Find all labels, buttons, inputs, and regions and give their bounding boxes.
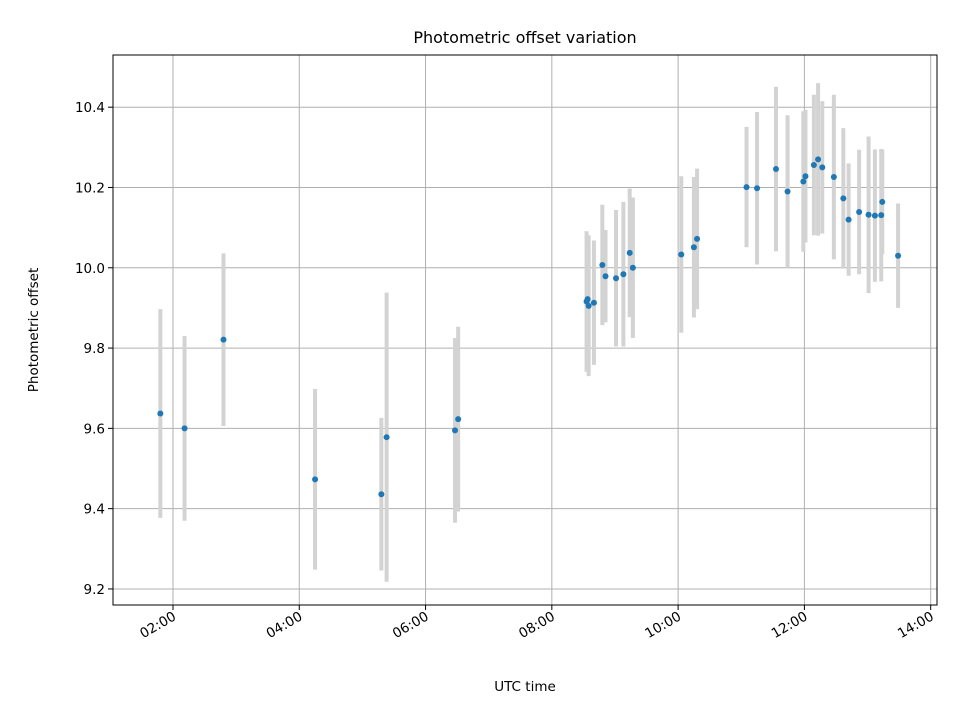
data-point [856, 208, 863, 215]
data-point [865, 211, 872, 218]
x-tick-label: 12:00 [769, 609, 811, 642]
data-point [802, 173, 809, 180]
data-point [845, 216, 852, 223]
data-point [590, 299, 597, 306]
data-point [815, 156, 822, 163]
data-point [879, 198, 886, 205]
y-tick-label: 9.2 [84, 582, 105, 598]
data-point [878, 212, 885, 219]
x-tick-label: 02:00 [137, 609, 179, 642]
data-point [754, 185, 761, 192]
y-tick-label: 10.2 [75, 180, 105, 196]
data-point [220, 336, 227, 343]
y-tick-label: 9.4 [84, 502, 105, 518]
x-tick-label: 14:00 [895, 609, 937, 642]
y-tick-label: 10.4 [75, 100, 105, 116]
data-point [784, 188, 791, 195]
data-point [871, 212, 878, 219]
x-tick-label: 04:00 [264, 609, 306, 642]
data-point [772, 166, 779, 173]
y-tick-label: 9.8 [84, 341, 105, 357]
data-point [840, 195, 847, 202]
data-point [599, 261, 606, 268]
data-point [181, 425, 188, 432]
data-point [626, 249, 633, 256]
y-tick-label: 9.6 [84, 421, 105, 437]
data-point [819, 164, 826, 171]
data-point [312, 476, 319, 483]
data-point [629, 264, 636, 271]
data-point [383, 434, 390, 441]
data-point [678, 251, 685, 258]
data-point [455, 416, 462, 423]
data-points [157, 156, 902, 498]
error-bars [158, 83, 901, 582]
data-point [694, 235, 701, 242]
x-tick-label: 10:00 [642, 609, 684, 642]
data-point [800, 178, 807, 185]
data-point [810, 162, 817, 168]
data-point [378, 491, 385, 498]
data-point [584, 296, 591, 303]
data-point [830, 174, 837, 181]
data-point [157, 410, 164, 417]
plot-frame [112, 54, 938, 606]
data-point [602, 273, 609, 280]
y-axis-label: Photometric offset [26, 268, 42, 392]
y-tick-label: 10.0 [75, 261, 105, 277]
data-point [585, 302, 592, 309]
data-point [613, 275, 620, 282]
x-tick-label: 08:00 [516, 609, 558, 642]
x-tick-label: 06:00 [390, 609, 432, 642]
x-axis-label: UTC time [494, 679, 556, 695]
chart-title: Photometric offset variation [413, 28, 636, 47]
data-point [895, 252, 902, 259]
data-point [743, 184, 750, 191]
data-point [452, 427, 459, 434]
data-point [690, 244, 697, 251]
data-point [620, 271, 627, 278]
